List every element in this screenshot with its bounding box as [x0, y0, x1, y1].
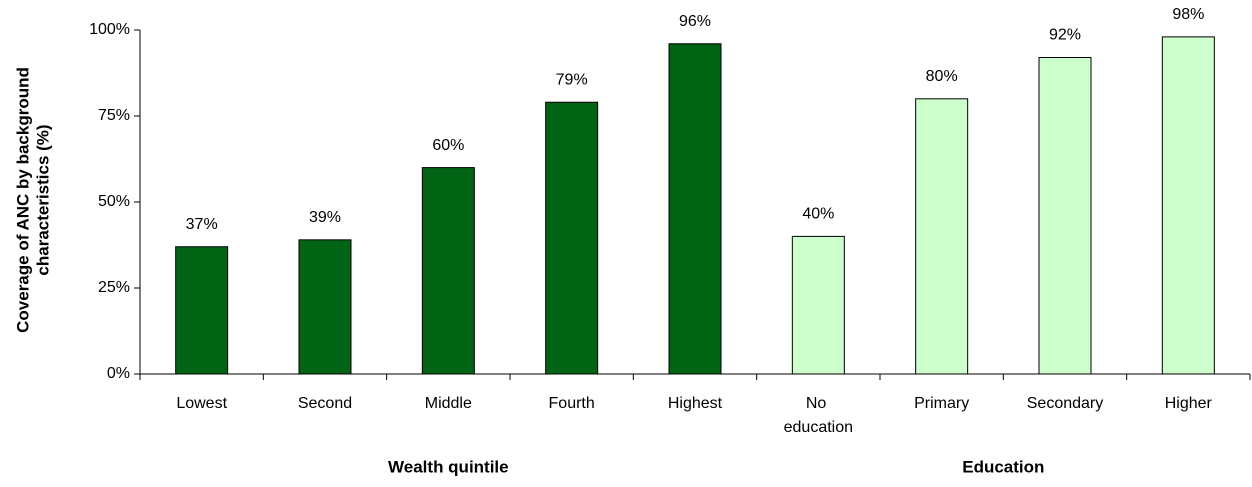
- y-tick-label: 100%: [89, 21, 130, 38]
- value-label: 98%: [1172, 6, 1204, 23]
- value-label: 79%: [556, 71, 588, 88]
- y-tick-label: 25%: [98, 279, 130, 296]
- value-label: 60%: [432, 137, 464, 154]
- x-tick-label: Lowest: [176, 395, 227, 412]
- bar: [298, 239, 352, 375]
- x-tick-label: No education: [784, 395, 853, 436]
- x-tick-label: Middle: [425, 395, 472, 412]
- value-label: 37%: [186, 216, 218, 233]
- group-label: Wealth quintile: [388, 457, 509, 476]
- y-axis-title: Coverage of ANC by background characteri…: [13, 67, 52, 333]
- bar: [175, 246, 229, 375]
- y-tick-label: 75%: [98, 107, 130, 124]
- x-tick-label: Fourth: [549, 395, 595, 412]
- bar: [915, 98, 969, 375]
- value-label: 96%: [679, 13, 711, 30]
- value-label: 80%: [926, 68, 958, 85]
- bar: [421, 167, 475, 375]
- x-tick-label: Highest: [668, 395, 723, 412]
- value-label: 39%: [309, 209, 341, 226]
- bar: [1038, 57, 1092, 375]
- bar: [1161, 36, 1215, 375]
- x-tick-label: Secondary: [1027, 395, 1104, 412]
- y-label-line: characteristics (%): [33, 124, 52, 275]
- bar: [545, 101, 599, 375]
- x-tick-label: Second: [298, 395, 352, 412]
- bar: [668, 43, 722, 375]
- value-label: 92%: [1049, 27, 1081, 44]
- x-tick-label: Primary: [914, 395, 969, 412]
- y-label-line: Coverage of ANC by background: [13, 67, 32, 333]
- value-label: 40%: [802, 206, 834, 223]
- x-tick-label: Higher: [1165, 395, 1213, 412]
- bar: [791, 235, 845, 375]
- y-tick-label: 50%: [98, 193, 130, 210]
- y-tick-label: 0%: [107, 365, 130, 382]
- group-label: Education: [962, 457, 1044, 476]
